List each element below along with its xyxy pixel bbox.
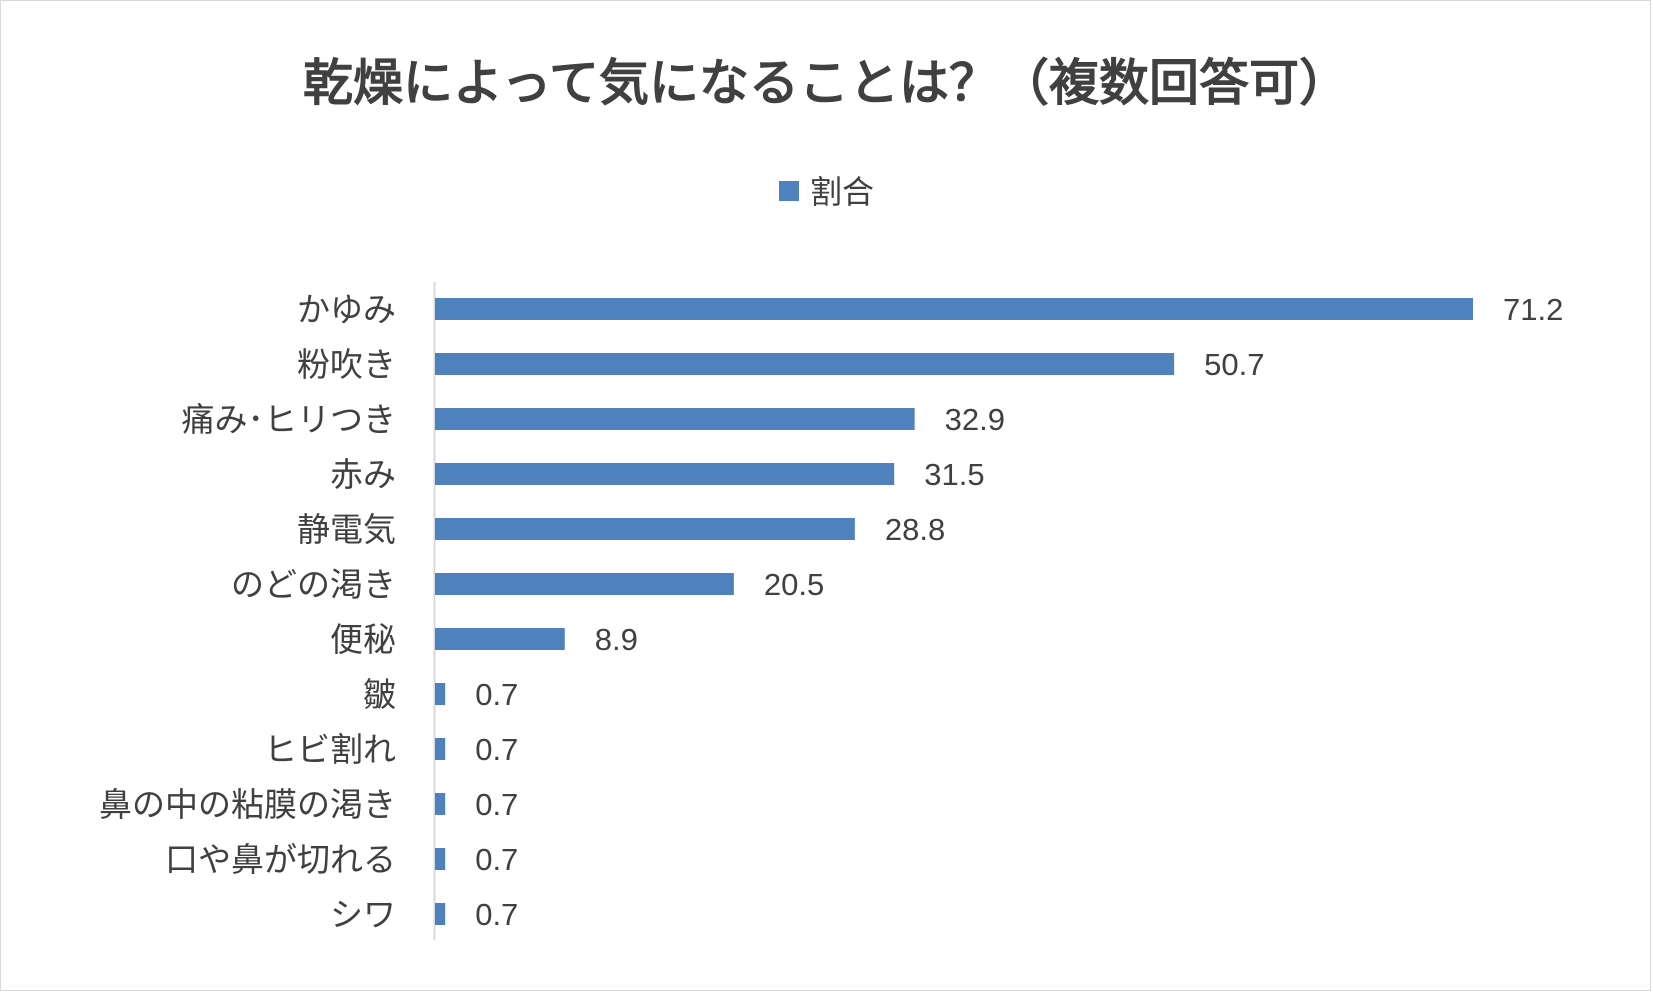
bar [435, 518, 855, 540]
category-label: かゆみ [297, 290, 396, 329]
bar [435, 463, 895, 485]
data-label: 50.7 [1204, 347, 1264, 382]
category-label: 皺 [363, 675, 396, 714]
category-label: ヒビ割れ [264, 730, 396, 769]
legend-swatch [779, 181, 799, 201]
category-label: のどの渇き [231, 565, 396, 604]
data-label: 20.5 [764, 567, 824, 602]
bar [435, 793, 446, 815]
chart-title: 乾燥によって気になることは？（複数回答可） [303, 54, 1349, 112]
bar [435, 738, 446, 760]
bar [435, 903, 446, 925]
bar [435, 353, 1175, 375]
category-label: 静電気 [297, 510, 396, 549]
legend-label: 割合 [810, 173, 874, 211]
data-label: 32.9 [945, 402, 1005, 437]
bar [435, 683, 446, 705]
data-label: 31.5 [924, 457, 984, 492]
data-label: 71.2 [1503, 292, 1563, 327]
bar [435, 298, 1473, 320]
data-label: 0.7 [475, 842, 518, 877]
category-label: 口や鼻が切れる [165, 840, 396, 879]
data-label: 8.9 [595, 622, 638, 657]
category-label: 粉吹き [297, 345, 396, 384]
category-label: 痛み･ヒリつき [182, 400, 397, 439]
category-label: 赤み [330, 455, 396, 494]
data-label: 0.7 [475, 787, 518, 822]
legend: 割合 [779, 173, 874, 211]
data-label: 0.7 [475, 732, 518, 767]
data-label: 0.7 [475, 677, 518, 712]
bar-series: かゆみ 71.2 粉吹き 50.7 痛み･ヒリつき 32.9 赤み 31.5 静電気 28.8 のど… [99, 290, 1563, 934]
bar [435, 628, 565, 650]
data-label: 0.7 [475, 897, 518, 932]
bar [435, 848, 446, 870]
category-label: 鼻の中の粘膜の渇き [99, 785, 396, 824]
bar [435, 408, 915, 430]
category-label: シワ [330, 895, 396, 934]
category-label: 便秘 [330, 620, 396, 659]
data-label: 28.8 [885, 512, 945, 547]
bar [435, 573, 734, 595]
